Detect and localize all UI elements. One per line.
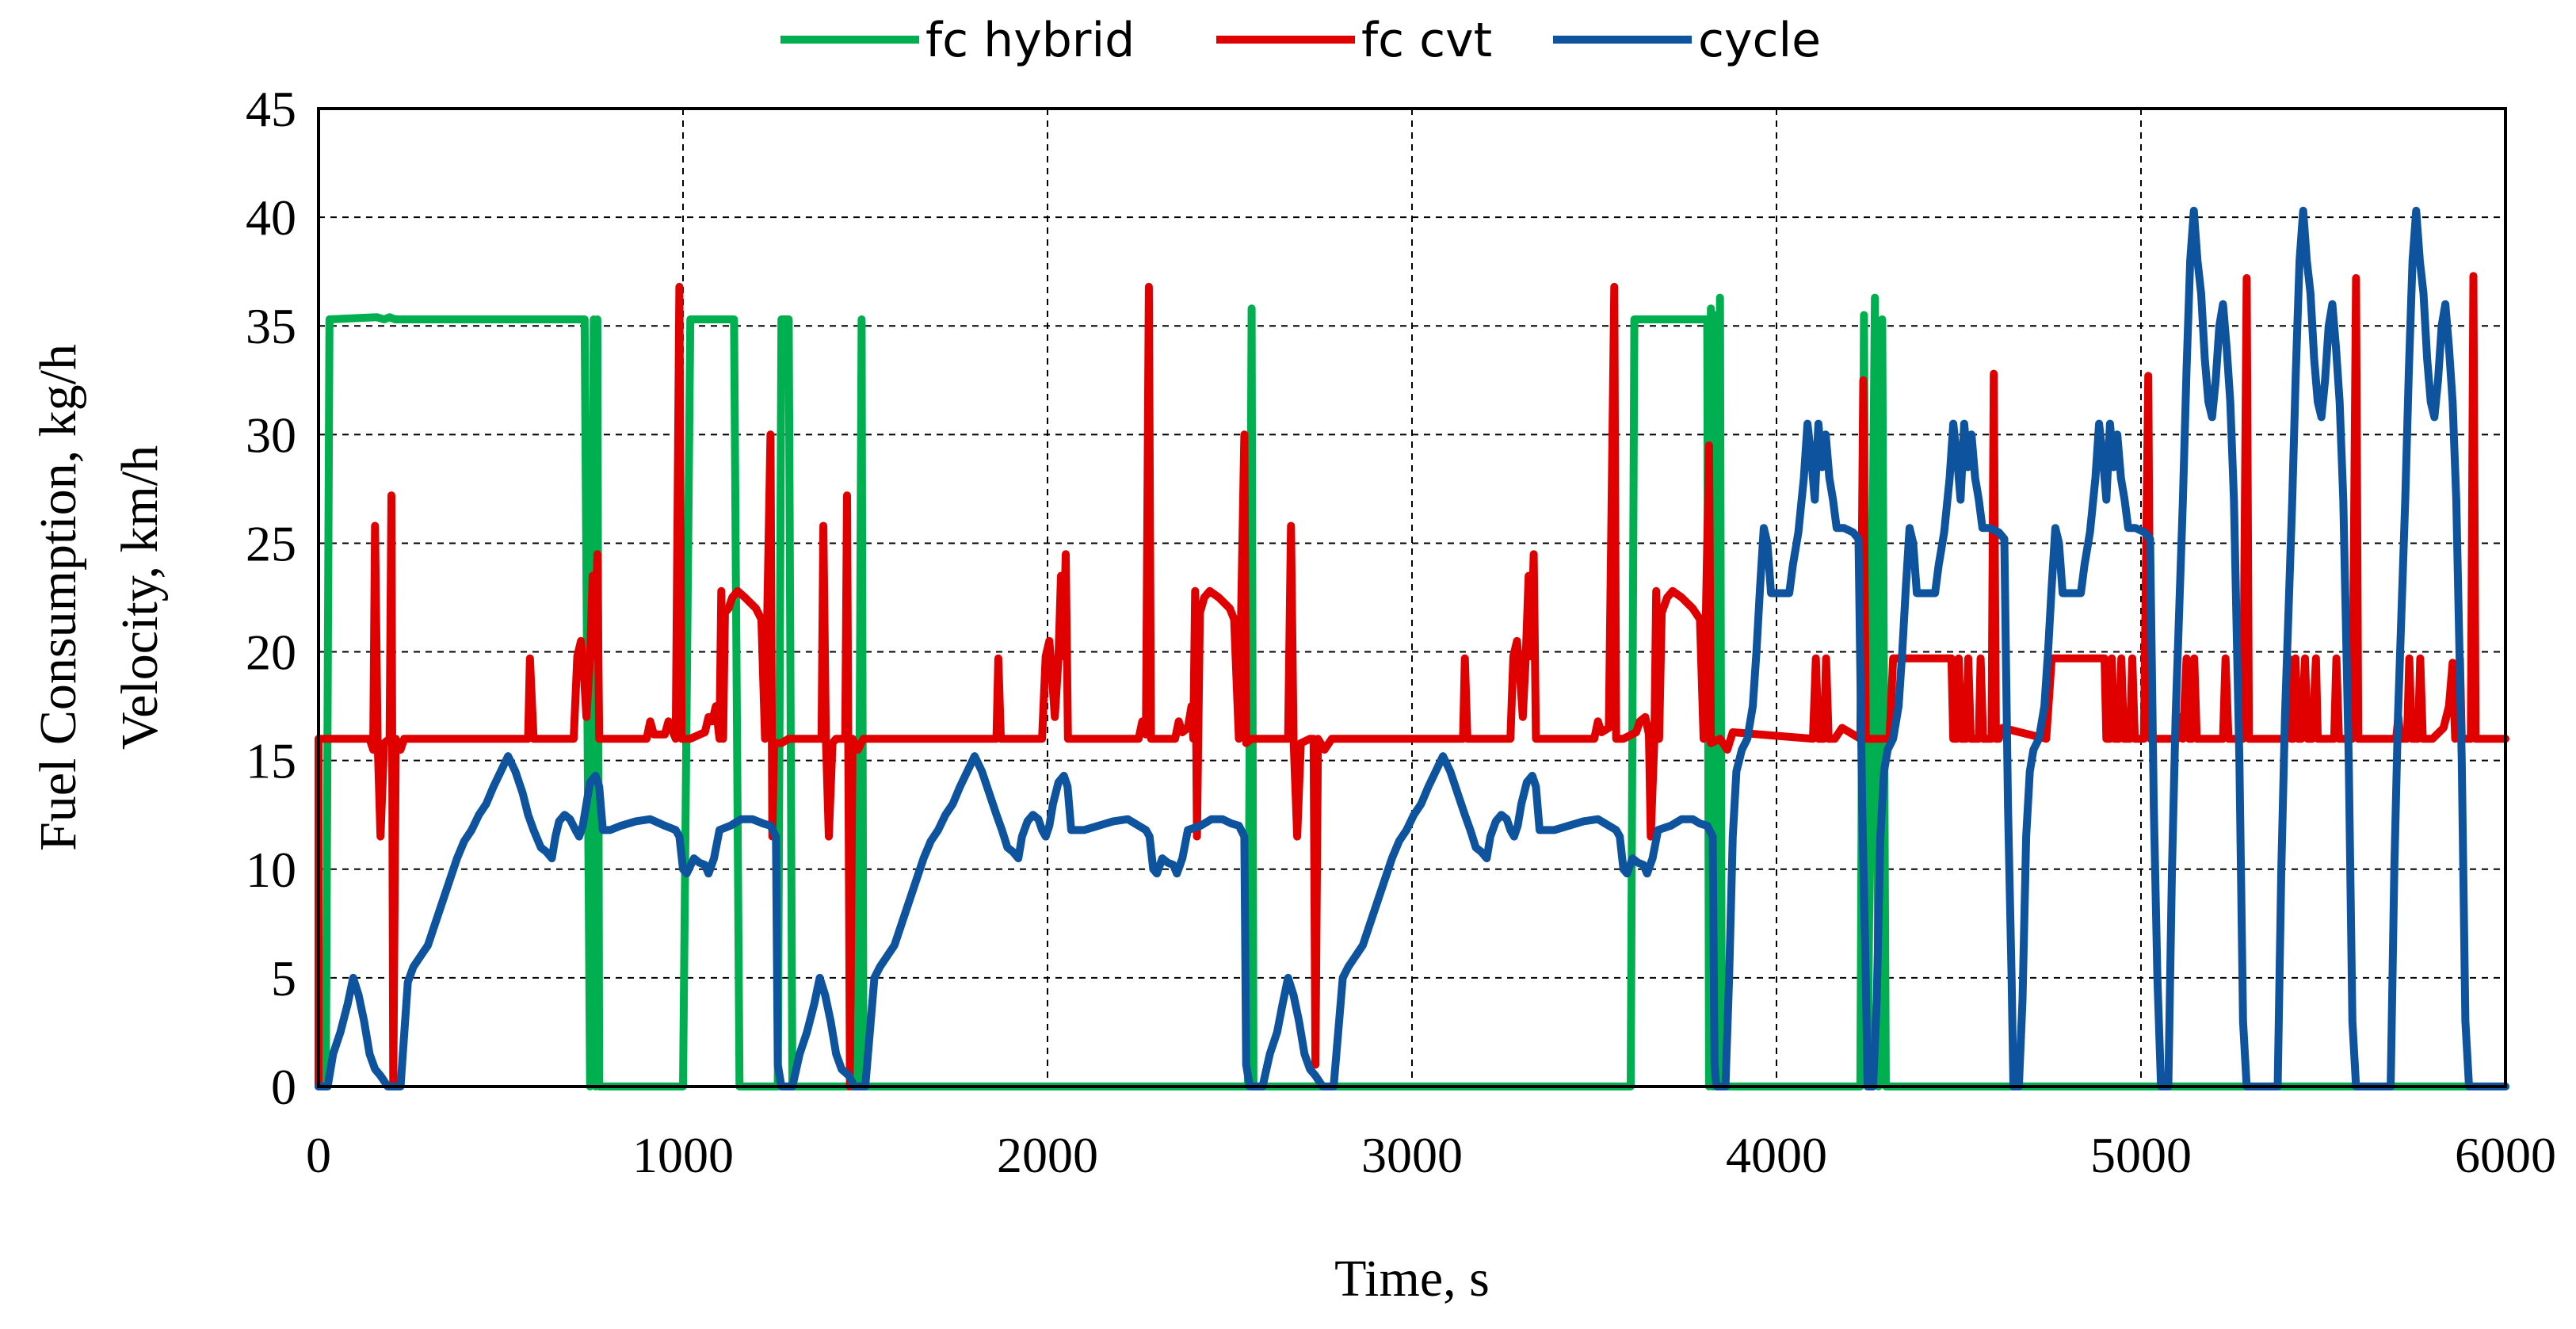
x-tick-label: 4000 xyxy=(1726,1127,1827,1183)
y-tick-label: 10 xyxy=(246,842,296,898)
y-tick-label: 30 xyxy=(246,407,296,463)
y-axis-title-group: Fuel Consumption, kg/h xyxy=(29,344,87,851)
y-tick-label: 40 xyxy=(246,189,296,246)
plot-area-border xyxy=(317,107,2507,1088)
legend-label: fc cvt xyxy=(1361,13,1492,68)
legend-label: cycle xyxy=(1698,13,1821,68)
x-tick-label: 1000 xyxy=(632,1127,734,1183)
y-axis-title-group-2: Velocity, km/h xyxy=(111,445,169,750)
series-line-fc-cvt xyxy=(315,272,2509,1090)
y-axis-title-line1: Fuel Consumption, kg/h xyxy=(29,344,87,851)
x-tick-label: 6000 xyxy=(2455,1127,2556,1183)
legend: fc hybrid fc cvt cycle xyxy=(780,13,1821,68)
y-tick-label: 5 xyxy=(271,950,296,1006)
x-axis-title: Time, s xyxy=(1334,1250,1490,1308)
x-tick-label: 3000 xyxy=(1361,1127,1463,1183)
tick-labels: 0 5 10 15 20 25 30 35 40 45 0 1000 2000 3000 4000 5000 6… xyxy=(246,81,2556,1183)
y-tick-label: 45 xyxy=(246,81,296,137)
x-tick-label: 2000 xyxy=(997,1127,1098,1183)
x-tick-label: 5000 xyxy=(2090,1127,2192,1183)
y-axis-title-line2: Velocity, km/h xyxy=(111,445,169,750)
y-tick-label: 0 xyxy=(271,1059,296,1115)
series-line-cycle xyxy=(315,206,2509,1090)
legend-label: fc hybrid xyxy=(925,13,1135,68)
y-tick-label: 35 xyxy=(246,298,296,354)
y-tick-label: 15 xyxy=(246,733,296,789)
y-tick-label: 25 xyxy=(246,515,296,571)
y-tick-label: 20 xyxy=(246,624,296,681)
x-tick-label: 0 xyxy=(306,1127,331,1183)
